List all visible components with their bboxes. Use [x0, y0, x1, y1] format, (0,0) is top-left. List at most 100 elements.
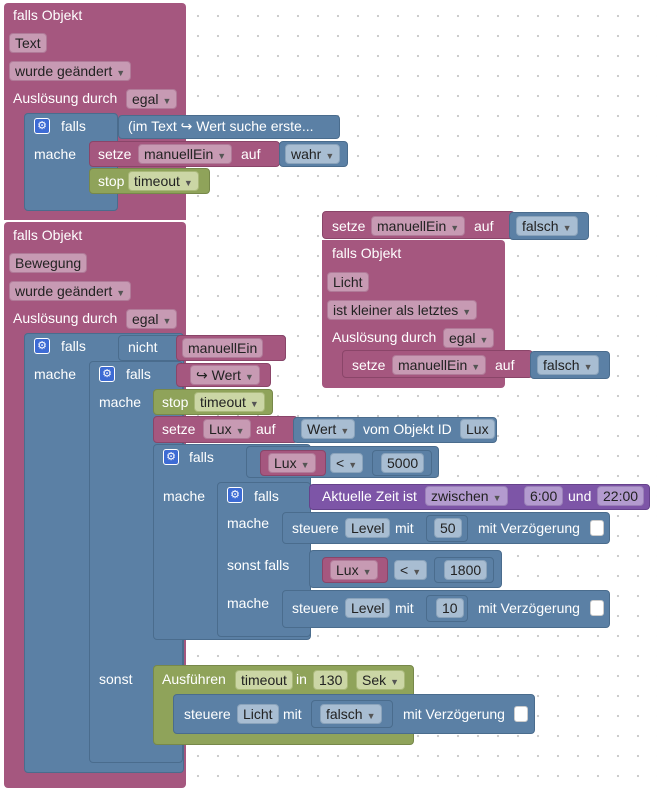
dropdown-arrow-icon: ▼ [116, 288, 126, 298]
then-label: mache [99, 394, 142, 410]
trigger-type-value: wurde geändert [15, 63, 113, 79]
dropdown-arrow-icon: ▼ [450, 223, 460, 233]
boolean-dropdown[interactable]: falsch ▼ [537, 355, 599, 375]
object-id-field[interactable]: Level [345, 598, 391, 618]
dropdown-arrow-icon: ▼ [462, 307, 472, 317]
attribute-value: Wert [307, 421, 337, 437]
variable-dropdown[interactable]: manuellEin ▼ [138, 144, 233, 164]
dropdown-arrow-icon: ▼ [244, 372, 254, 382]
ausloesung-dropdown[interactable]: egal ▼ [126, 309, 178, 329]
trigger-type-dropdown[interactable]: wurde geändert ▼ [9, 61, 132, 81]
ausloesung-dropdown[interactable]: egal ▼ [443, 328, 495, 348]
dropdown-arrow-icon: ▼ [492, 493, 502, 503]
ausloesung-value: egal [132, 311, 159, 327]
delay-checkbox[interactable] [590, 520, 604, 536]
if-label: falls [61, 338, 86, 354]
object-id-field[interactable]: Bewegung [9, 253, 88, 273]
nicht-label: nicht [128, 339, 158, 355]
boolean-value: falsch [326, 706, 363, 722]
object-id-field[interactable]: Text [9, 33, 47, 53]
timer-name-field[interactable]: timeout [235, 670, 293, 690]
trigger-type-dropdown[interactable]: ist kleiner als letztes ▼ [327, 300, 478, 320]
ausloesung-label: Auslösung durch [13, 90, 118, 106]
if-label: falls [189, 449, 214, 465]
variable-name[interactable]: manuellEin [182, 338, 264, 358]
dropdown-arrow-icon: ▼ [362, 567, 372, 577]
mit-label: mit [395, 520, 414, 536]
text-search-condition[interactable] [118, 115, 340, 139]
variable-dropdown[interactable]: manuellEin ▼ [371, 216, 466, 236]
timer-dropdown[interactable]: timeout ▼ [194, 392, 265, 412]
boolean-dropdown[interactable]: wahr ▼ [285, 144, 341, 164]
time-operator-value: zwischen [431, 488, 489, 504]
dropdown-arrow-icon: ▼ [300, 460, 310, 470]
operator-value: < [336, 455, 345, 471]
in-label: in [296, 671, 307, 687]
number-field[interactable]: 10 [436, 598, 464, 618]
delay-checkbox[interactable] [590, 600, 604, 616]
object-id-field[interactable]: Licht [327, 272, 369, 292]
variable-dropdown[interactable]: manuellEin ▼ [392, 355, 487, 375]
gear-icon[interactable]: ⚙ [34, 338, 50, 354]
number-field[interactable]: 1800 [444, 560, 488, 580]
setze-label: setze [98, 146, 132, 162]
falls-objekt-label: falls Objekt [13, 227, 83, 243]
object-id-field[interactable]: Level [345, 518, 391, 538]
mit-label: mit [283, 706, 302, 722]
dropdown-arrow-icon: ▼ [235, 426, 245, 436]
variable-name: manuellEin [144, 146, 214, 162]
boolean-dropdown[interactable]: falsch ▼ [516, 216, 578, 236]
attribute-dropdown[interactable]: Wert ▼ [301, 419, 356, 439]
dropdown-arrow-icon: ▼ [412, 567, 422, 577]
else-if-label: sonst falls [227, 557, 290, 573]
unit-value: Sek [362, 672, 387, 688]
unit-dropdown[interactable]: Sek ▼ [356, 670, 406, 690]
vom-objekt-label: vom Objekt ID [363, 421, 452, 437]
verzoegerung-label: mit Verzögerung [478, 600, 580, 616]
ausloesung-dropdown[interactable]: egal ▼ [126, 89, 178, 109]
then-label: mache [163, 488, 206, 504]
boolean-value: wahr [291, 146, 322, 162]
auf-label: auf [241, 146, 261, 162]
auf-label: auf [474, 218, 494, 234]
gear-icon[interactable]: ⚙ [99, 366, 115, 382]
delay-field[interactable]: 130 [313, 670, 349, 690]
condition-text: (im Text ↪ Wert suche erste... [128, 118, 314, 134]
trigger-type-dropdown[interactable]: wurde geändert ▼ [9, 281, 132, 301]
boolean-value: falsch [522, 218, 559, 234]
ausloesung-value: egal [449, 330, 476, 346]
dropdown-arrow-icon: ▼ [348, 460, 358, 470]
trigger-value-dropdown[interactable]: ↪ Wert ▼ [190, 365, 260, 385]
variable-name: Lux [336, 562, 359, 578]
number-field[interactable]: 50 [434, 518, 462, 538]
end-time-field[interactable]: 22:00 [597, 486, 645, 506]
falls-objekt-label: falls Objekt [332, 245, 402, 261]
auf-label: auf [256, 421, 276, 437]
dropdown-arrow-icon: ▼ [162, 96, 172, 106]
delay-checkbox[interactable] [514, 706, 528, 722]
boolean-dropdown[interactable]: falsch ▼ [320, 704, 382, 724]
dropdown-arrow-icon: ▼ [366, 711, 376, 721]
variable-dropdown[interactable]: Lux ▼ [268, 453, 316, 473]
time-operator-dropdown[interactable]: zwischen ▼ [425, 486, 508, 506]
setze-label: setze [352, 357, 386, 373]
operator-dropdown[interactable]: < ▼ [394, 560, 428, 580]
dropdown-arrow-icon: ▼ [390, 677, 400, 687]
object-id-field[interactable]: Lux [460, 419, 495, 439]
number-field[interactable]: 5000 [381, 453, 425, 473]
object-id-field[interactable]: Licht [237, 704, 279, 724]
variable-name: manuellEin [377, 218, 447, 234]
operator-dropdown[interactable]: < ▼ [330, 453, 364, 473]
if-time-block[interactable] [217, 482, 311, 637]
gear-icon[interactable]: ⚙ [163, 449, 179, 465]
variable-dropdown[interactable]: Lux ▼ [330, 560, 378, 580]
stop-label: stop [162, 394, 189, 410]
gear-icon[interactable]: ⚙ [34, 118, 50, 134]
timer-dropdown[interactable]: timeout ▼ [128, 171, 199, 191]
aktuelle-zeit-label: Aktuelle Zeit ist [322, 488, 417, 504]
steuere-label: steuere [184, 706, 231, 722]
start-time-field[interactable]: 6:00 [524, 486, 564, 506]
variable-dropdown[interactable]: Lux ▼ [203, 419, 251, 439]
if-label: falls [61, 118, 86, 134]
gear-icon[interactable]: ⚙ [227, 487, 243, 503]
